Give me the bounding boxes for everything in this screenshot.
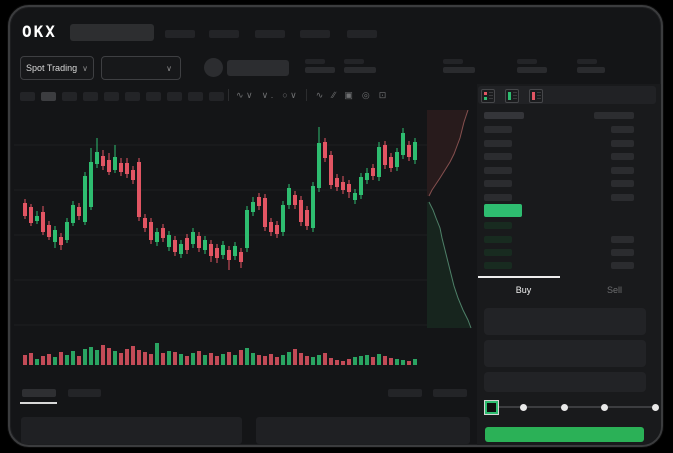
bid-row-size: [611, 262, 634, 269]
book-header-placeholder: [484, 112, 524, 119]
settings-icon[interactable]: ◎: [361, 89, 370, 100]
pair-dropdown[interactable]: ∨: [101, 56, 181, 80]
tab-sell[interactable]: Sell: [606, 285, 622, 295]
bottom-panel-left: [21, 417, 242, 444]
interval-button[interactable]: [41, 92, 56, 101]
ask-row-size: [611, 194, 634, 201]
bottom-action-placeholder[interactable]: [388, 389, 422, 397]
book-asks-icon[interactable]: [529, 89, 543, 103]
ask-row[interactable]: [484, 167, 512, 174]
amount-slider[interactable]: [485, 398, 660, 416]
compare-chevron-icon[interactable]: ∨ .: [261, 89, 274, 100]
price-input[interactable]: [484, 308, 646, 335]
ask-row[interactable]: [484, 194, 512, 201]
interval-button[interactable]: [104, 92, 119, 101]
nav-item-placeholder[interactable]: [347, 30, 377, 38]
nav-item-placeholder[interactable]: [165, 30, 195, 38]
snapshot-icon[interactable]: ▣: [344, 89, 353, 100]
chevron-down-icon: ∨: [166, 63, 172, 73]
draw-tool-icon[interactable]: ∕∕: [332, 90, 336, 100]
depth-chart[interactable]: [427, 110, 477, 330]
amount-input[interactable]: [484, 340, 646, 367]
bottom-tab-active[interactable]: [22, 389, 56, 397]
slider-stop[interactable]: [652, 404, 659, 411]
chart-type-icon[interactable]: ○ ∨: [282, 89, 297, 100]
bottom-tab[interactable]: [68, 389, 101, 397]
nav-item-placeholder[interactable]: [300, 30, 330, 38]
stat-value-placeholder: [305, 67, 335, 73]
bottom-panel-right: [256, 417, 470, 444]
ask-row[interactable]: [484, 140, 512, 147]
trading-app: OKX Spot Trading ∨ ∨ ∿ ∨ ∨ . ○ ∨ ∿ ∕∕ ▣ …: [10, 7, 661, 445]
ask-row-size: [611, 167, 634, 174]
stat-value-placeholder: [344, 67, 376, 73]
ask-row[interactable]: [484, 180, 512, 187]
nav-item-placeholder[interactable]: [209, 30, 239, 38]
bid-row[interactable]: [484, 222, 512, 229]
buy-button[interactable]: [485, 427, 644, 442]
interval-button[interactable]: [125, 92, 140, 101]
stat-label-placeholder: [344, 59, 364, 64]
pair-name-placeholder: [227, 60, 289, 76]
slider-handle[interactable]: [485, 401, 498, 414]
stat-label-placeholder: [305, 59, 325, 64]
line-tool-icon[interactable]: ∿: [315, 89, 324, 100]
interval-button[interactable]: [62, 92, 77, 101]
bid-row-size: [611, 236, 634, 243]
book-both-icon[interactable]: [481, 89, 495, 103]
interval-button[interactable]: [20, 92, 35, 101]
device-frame: OKX Spot Trading ∨ ∨ ∿ ∨ ∨ . ○ ∨ ∿ ∕∕ ▣ …: [8, 5, 663, 447]
interval-button[interactable]: [167, 92, 182, 101]
toolbar-divider: [228, 89, 229, 101]
okx-logo[interactable]: OKX: [22, 22, 57, 41]
bottom-tab-underline: [20, 402, 57, 404]
book-header-placeholder: [594, 112, 634, 119]
ask-row[interactable]: [484, 153, 512, 160]
interval-button[interactable]: [209, 92, 224, 101]
stat-value-placeholder: [577, 67, 605, 73]
search-input[interactable]: [70, 24, 154, 41]
interval-button[interactable]: [146, 92, 161, 101]
coin-avatar: [204, 58, 223, 77]
ask-row-size: [611, 140, 634, 147]
stat-value-placeholder: [443, 67, 475, 73]
slider-stop[interactable]: [561, 404, 568, 411]
tab-buy[interactable]: Buy: [515, 285, 532, 295]
interval-button[interactable]: [188, 92, 203, 101]
chevron-down-icon: ∨: [82, 63, 88, 73]
nav-item-placeholder[interactable]: [255, 30, 285, 38]
chart-tools: ∿ ∨ ∨ . ○ ∨ ∿ ∕∕ ▣ ◎ ⊡: [236, 87, 386, 103]
ask-row[interactable]: [484, 126, 512, 133]
active-tab-indicator: [478, 276, 560, 278]
stat-label-placeholder: [517, 59, 537, 64]
bid-row[interactable]: [484, 236, 512, 243]
market-type-selector[interactable]: Spot Trading ∨: [20, 56, 94, 80]
fullscreen-icon[interactable]: ⊡: [378, 89, 387, 100]
bid-row[interactable]: [484, 262, 512, 269]
toolbar-divider: [305, 89, 307, 101]
total-input[interactable]: [484, 372, 646, 392]
ask-row-size: [611, 153, 634, 160]
bottom-action-placeholder[interactable]: [433, 389, 467, 397]
ask-row-size: [611, 126, 634, 133]
slider-stop[interactable]: [601, 404, 608, 411]
market-type-label: Spot Trading: [26, 63, 78, 73]
bid-row[interactable]: [484, 249, 512, 256]
candlestick-chart[interactable]: [14, 104, 428, 366]
stat-value-placeholder: [517, 67, 547, 73]
indicators-icon[interactable]: ∿ ∨: [236, 89, 253, 100]
stat-label-placeholder: [577, 59, 597, 64]
book-view-icons: [481, 89, 543, 103]
book-bids-icon[interactable]: [505, 89, 519, 103]
bid-row-size: [611, 249, 634, 256]
slider-stop[interactable]: [520, 404, 527, 411]
last-price-badge[interactable]: [484, 204, 522, 217]
interval-button[interactable]: [83, 92, 98, 101]
book-toolbar: [478, 86, 656, 104]
ask-row-size: [611, 180, 634, 187]
stat-label-placeholder: [443, 59, 463, 64]
